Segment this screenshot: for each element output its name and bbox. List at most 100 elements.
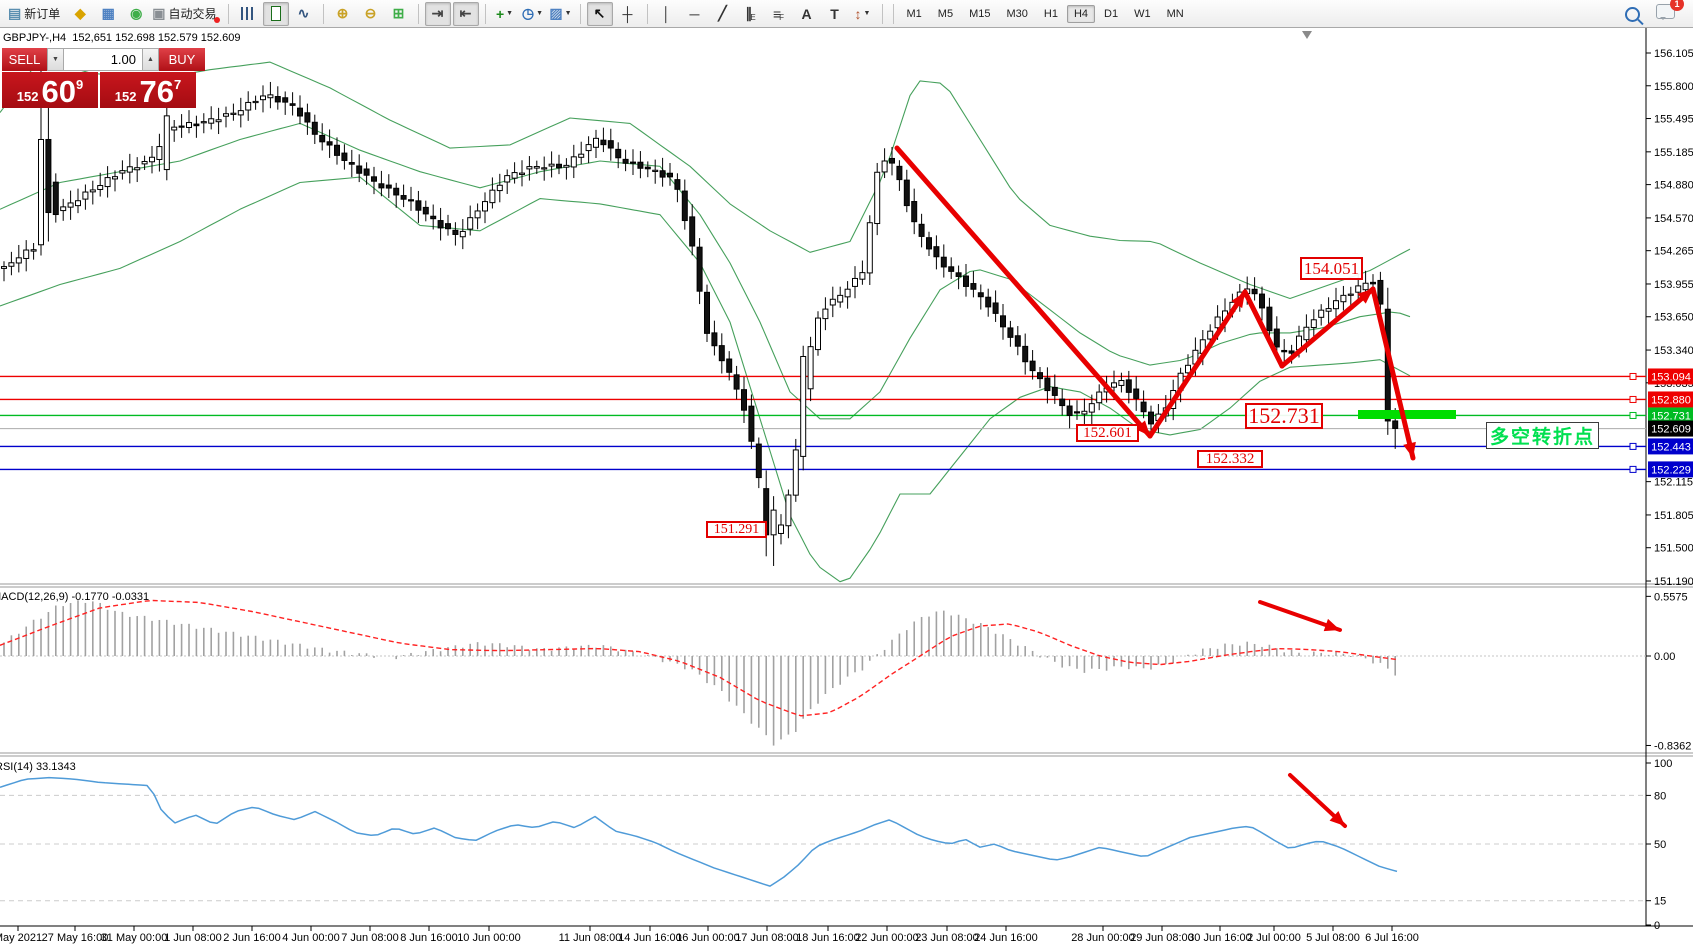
candlestick-chart-icon[interactable] [262, 1, 289, 26]
timeframe-w1-button[interactable]: W1 [1134, 7, 1151, 20]
price-badge-152.609 [1648, 420, 1693, 437]
arrows-icon[interactable]: ↕ ▼ [854, 5, 871, 22]
trendline-icon[interactable]: ╱ [710, 2, 736, 26]
indicators-icon[interactable]: + ▼ [495, 5, 514, 22]
candle-bull [459, 230, 466, 238]
candle-bear [711, 332, 718, 347]
candle-bull [563, 164, 570, 168]
chart-shift-icon[interactable]: ⇤ [452, 1, 479, 26]
timeframe-d1-button[interactable]: D1 [1104, 7, 1119, 20]
auto-trading-icon[interactable]: ▣ 自动交易 [151, 2, 221, 26]
timeframe-h4-button[interactable]: H4 [1066, 4, 1095, 23]
timeframe-m15-button[interactable]: M15 [969, 7, 991, 20]
candle-bull [489, 189, 496, 204]
candle-bull [267, 94, 274, 99]
candle-bear [600, 139, 607, 146]
buy-price-pips: 76 [139, 74, 174, 109]
time-axis-label: 7 Jun 08:00 [341, 932, 399, 944]
cursor-icon[interactable]: ↖ [586, 1, 613, 26]
hline-handle-152.443[interactable] [1629, 442, 1637, 450]
time-axis-label: 11 Jun 08:00 [559, 932, 622, 944]
candle-bull [1355, 285, 1362, 293]
horizontal-line-icon[interactable]: ─ [682, 2, 708, 26]
trend-arrow-3[interactable] [1279, 286, 1376, 369]
search-icon[interactable] [1625, 6, 1640, 22]
price-annotation-152.731[interactable]: 152.731 [1245, 403, 1323, 429]
tile-windows-icon[interactable]: ⊞ [386, 2, 412, 26]
crosshair-icon[interactable]: ┼ [615, 2, 641, 26]
templates-icon[interactable]: ▨ ▼ [549, 5, 572, 21]
candle-bull [822, 308, 829, 320]
candle-bull [1, 266, 7, 269]
turning-point-note[interactable]: 多空转折点 [1486, 422, 1599, 449]
time-axis-label: 28 Jun 00:00 [1071, 932, 1135, 944]
line-chart-icon[interactable]: ∿ [291, 2, 317, 26]
vertical-line-icon[interactable]: │ [654, 2, 680, 26]
time-axis-label: May 2021 [0, 932, 42, 944]
toolbar-separator [417, 3, 419, 24]
chart-shift-marker[interactable] [1302, 31, 1312, 39]
new-order-icon[interactable]: ▤ 新订单 [7, 2, 65, 26]
trend-arrow-4[interactable] [1370, 286, 1416, 461]
trend-arrow-0[interactable] [894, 145, 1153, 439]
trend-arrow-2[interactable] [1242, 289, 1285, 369]
price-annotation-152.332[interactable]: 152.332 [1197, 450, 1263, 468]
buy-button[interactable]: BUY [159, 48, 205, 71]
bar-chart-icon[interactable] [235, 2, 261, 26]
timeframe-h1-button[interactable]: H1 [1043, 7, 1058, 20]
volume-input[interactable] [64, 48, 142, 71]
notification-badge[interactable]: 1 [1670, 0, 1684, 11]
price-annotation-152.601[interactable]: 152.601 [1076, 424, 1139, 442]
trend-arrow-1[interactable] [1147, 289, 1248, 439]
navigator-icon[interactable]: ▦ [95, 2, 121, 26]
hline-handle-153.094[interactable] [1629, 372, 1637, 380]
bollinger-upper-band [0, 58, 1411, 300]
candle-bull [1111, 382, 1117, 388]
fibonacci-icon[interactable]: ≡ F [772, 5, 785, 23]
candle-bull [1310, 319, 1317, 329]
periods-glyph: ◷ [521, 5, 535, 21]
hline-handle-152.229[interactable] [1629, 465, 1637, 473]
candle-bull [504, 175, 511, 183]
price-badge-153.094 [1648, 368, 1693, 385]
timeframe-m30-button[interactable]: M30 [1006, 7, 1028, 20]
candle-bear [1392, 420, 1399, 429]
periods-icon[interactable]: ◷ ▼ [521, 5, 544, 21]
volume-increase-button[interactable]: ▲ [142, 48, 159, 71]
text-label-icon[interactable]: T [822, 2, 848, 26]
text-icon[interactable]: A [794, 2, 820, 26]
sell-price-tile[interactable]: 152 60 9 [2, 72, 98, 108]
rsi-axis-label: 80 [1654, 790, 1666, 802]
zoom-out-icon[interactable]: ⊖ [358, 2, 384, 26]
price-axis-label: 154.265 [1654, 246, 1693, 258]
support-highlight-bar[interactable] [1358, 410, 1456, 419]
candle-bear [1133, 388, 1140, 399]
trend-arrow-1-head [1231, 292, 1245, 309]
candle-bull [75, 200, 81, 207]
timeframe-m5-button[interactable]: M5 [937, 7, 954, 20]
buy-price-tile[interactable]: 152 76 7 [100, 72, 196, 108]
volume-decrease-button[interactable]: ▼ [47, 48, 64, 71]
price-annotation-154.051[interactable]: 154.051 [1300, 257, 1363, 280]
candle-bear [348, 162, 355, 165]
auto-trading-label: 自动交易 [168, 7, 217, 21]
timeframe-mn-button[interactable]: MN [1166, 7, 1184, 20]
market-watch-icon[interactable]: ◆ [67, 2, 93, 26]
hline-handle-152.880[interactable] [1629, 395, 1637, 403]
timeframe-m1-button[interactable]: M1 [906, 7, 922, 20]
zoom-in-icon[interactable]: ⊕ [330, 2, 356, 26]
price-annotation-151.291[interactable]: 151.291 [706, 521, 767, 538]
arrows-glyph: ↕ [854, 5, 862, 22]
candle-bull [1362, 282, 1369, 291]
auto-trading-glyph: ▣ [152, 5, 166, 21]
auto-scroll-icon[interactable]: ⇥ [424, 1, 451, 26]
hline-handle-152.731[interactable] [1629, 411, 1637, 419]
candle-bull [82, 191, 89, 200]
candle-bull [171, 126, 178, 131]
sell-button[interactable]: SELL [2, 48, 47, 71]
signals-icon[interactable]: ◉ [123, 2, 149, 26]
equidistant-channel-icon[interactable]: ∥ E [745, 5, 756, 22]
price-badge-label-152.609: 152.609 [1651, 424, 1691, 436]
candle-bear [659, 170, 666, 178]
